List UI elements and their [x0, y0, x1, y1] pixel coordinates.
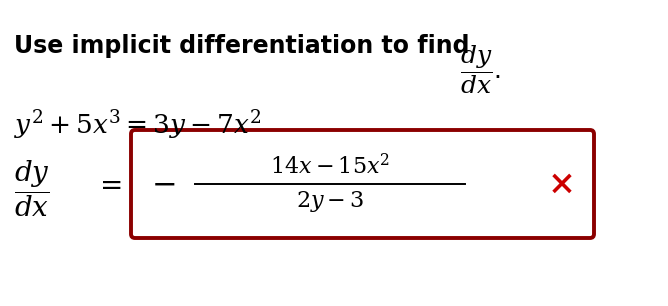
- Text: $\dfrac{dy}{dx}$.: $\dfrac{dy}{dx}$.: [460, 43, 500, 96]
- Text: $2y - 3$: $2y - 3$: [296, 189, 364, 215]
- Text: $y^2 + 5x^3 = 3y - 7x^2$: $y^2 + 5x^3 = 3y - 7x^2$: [14, 108, 261, 141]
- Text: $-$: $-$: [151, 170, 175, 199]
- Text: $\dfrac{dy}{dx}$: $\dfrac{dy}{dx}$: [14, 158, 49, 219]
- Text: $14x - 15x^2$: $14x - 15x^2$: [270, 153, 390, 179]
- Text: $\mathbf{{\times}}$: $\mathbf{{\times}}$: [547, 167, 573, 200]
- FancyBboxPatch shape: [131, 130, 594, 238]
- Text: $=$: $=$: [94, 170, 122, 198]
- Text: Use implicit differentiation to find: Use implicit differentiation to find: [14, 34, 470, 58]
